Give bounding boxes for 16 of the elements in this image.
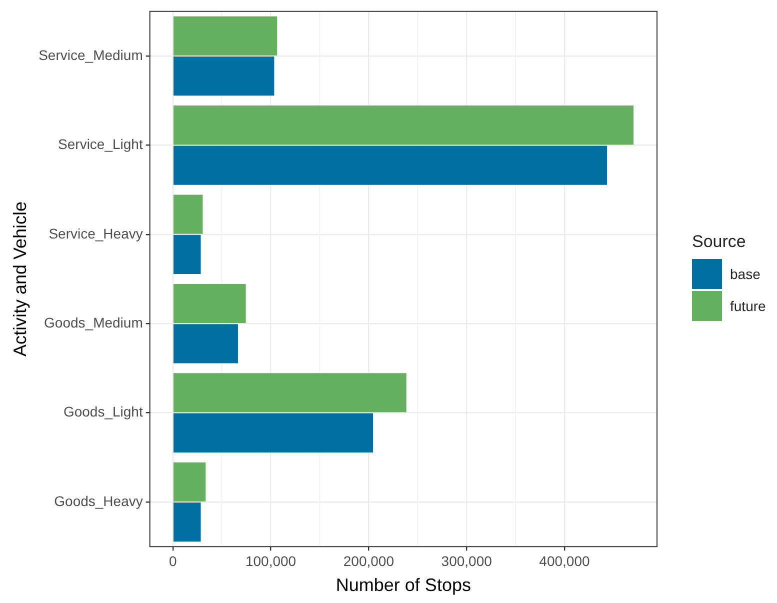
x-tick-label: 400,000 [539, 552, 590, 569]
legend-title: Source [692, 232, 747, 252]
y-tick-label: Goods_Light [63, 404, 143, 420]
x-tick-label: 300,000 [441, 552, 492, 569]
y-tick-label: Service_Heavy [48, 225, 143, 242]
y-tick-label: Goods_Heavy [54, 492, 143, 509]
legend-label: future [730, 298, 766, 314]
y-tick-label: Service_Medium [38, 46, 143, 63]
y-tick-label: Goods_Medium [44, 314, 143, 330]
x-tick-label: 100,000 [245, 552, 296, 569]
legend-label: base [730, 266, 760, 282]
y-tick-label: Service_Light [58, 136, 143, 152]
x-axis-title: Number of Stops [336, 575, 471, 596]
y-axis-title: Activity and Vehicle [10, 201, 30, 357]
x-tick-label: 200,000 [343, 552, 394, 569]
x-tick-label: 0 [168, 552, 177, 569]
